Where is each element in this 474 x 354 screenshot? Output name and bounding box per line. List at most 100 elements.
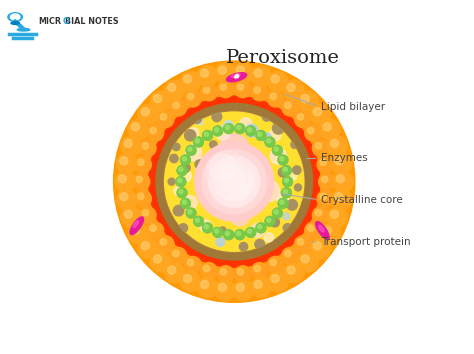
Circle shape: [181, 199, 191, 208]
Circle shape: [262, 112, 271, 121]
Ellipse shape: [130, 217, 144, 235]
Circle shape: [251, 66, 271, 86]
Circle shape: [196, 157, 217, 178]
Circle shape: [209, 154, 237, 182]
Circle shape: [137, 159, 144, 166]
Circle shape: [271, 275, 279, 283]
Circle shape: [235, 230, 245, 240]
Circle shape: [267, 139, 271, 143]
Circle shape: [173, 102, 179, 109]
Circle shape: [183, 75, 191, 83]
Circle shape: [147, 222, 164, 239]
Circle shape: [226, 125, 229, 130]
Circle shape: [177, 188, 187, 198]
Circle shape: [233, 63, 254, 83]
Circle shape: [274, 147, 278, 151]
Circle shape: [256, 223, 266, 233]
Circle shape: [181, 155, 191, 165]
Circle shape: [177, 166, 187, 176]
Circle shape: [320, 120, 340, 140]
Circle shape: [120, 193, 128, 201]
Circle shape: [177, 188, 187, 198]
Circle shape: [164, 263, 185, 283]
Circle shape: [213, 228, 223, 237]
Circle shape: [220, 268, 227, 275]
Circle shape: [291, 141, 298, 148]
Text: Crystalline core: Crystalline core: [281, 194, 403, 205]
Circle shape: [201, 69, 209, 77]
Circle shape: [150, 225, 156, 232]
Circle shape: [246, 126, 255, 136]
Circle shape: [217, 81, 234, 98]
Circle shape: [265, 216, 275, 226]
Circle shape: [182, 157, 186, 161]
Circle shape: [224, 230, 234, 240]
Circle shape: [213, 126, 223, 136]
Circle shape: [179, 189, 183, 194]
Circle shape: [141, 108, 149, 116]
Circle shape: [215, 128, 219, 132]
Circle shape: [242, 155, 249, 162]
Circle shape: [235, 266, 251, 282]
Circle shape: [216, 126, 229, 140]
Circle shape: [273, 208, 282, 218]
Circle shape: [170, 154, 178, 162]
Circle shape: [186, 145, 196, 155]
Text: Lipid bilayer: Lipid bilayer: [285, 95, 385, 113]
Circle shape: [262, 133, 271, 142]
Circle shape: [139, 140, 156, 156]
Circle shape: [268, 72, 288, 92]
Circle shape: [287, 266, 295, 274]
Circle shape: [188, 210, 192, 214]
Circle shape: [312, 140, 329, 156]
Circle shape: [317, 190, 334, 207]
Circle shape: [201, 84, 217, 101]
Circle shape: [195, 160, 204, 169]
Circle shape: [278, 168, 288, 177]
Circle shape: [147, 125, 164, 141]
Circle shape: [203, 131, 212, 140]
Circle shape: [308, 225, 314, 232]
Circle shape: [193, 115, 201, 124]
Circle shape: [312, 207, 329, 223]
Circle shape: [188, 210, 192, 214]
Ellipse shape: [8, 13, 22, 21]
Circle shape: [236, 283, 245, 291]
Circle shape: [288, 171, 297, 181]
Circle shape: [168, 178, 175, 185]
Circle shape: [283, 263, 304, 283]
Circle shape: [283, 167, 287, 171]
Circle shape: [280, 157, 284, 161]
Circle shape: [245, 124, 258, 137]
Circle shape: [250, 223, 264, 237]
Circle shape: [181, 199, 191, 208]
Circle shape: [254, 280, 262, 289]
Circle shape: [247, 128, 252, 132]
Circle shape: [215, 63, 236, 83]
Circle shape: [133, 173, 150, 190]
Circle shape: [179, 167, 183, 171]
Circle shape: [118, 175, 127, 183]
Circle shape: [154, 95, 162, 103]
Circle shape: [237, 232, 241, 236]
Circle shape: [224, 124, 234, 133]
Circle shape: [284, 178, 289, 183]
Circle shape: [180, 170, 191, 182]
Circle shape: [259, 181, 280, 201]
Circle shape: [150, 91, 171, 112]
Circle shape: [276, 238, 285, 246]
Circle shape: [237, 125, 241, 130]
Circle shape: [310, 239, 330, 259]
Circle shape: [280, 157, 284, 161]
Circle shape: [244, 189, 248, 193]
Circle shape: [178, 178, 182, 183]
Circle shape: [185, 144, 202, 161]
Circle shape: [128, 223, 148, 244]
Circle shape: [236, 74, 239, 78]
Circle shape: [254, 266, 261, 272]
Circle shape: [246, 228, 255, 237]
Circle shape: [323, 227, 331, 235]
Circle shape: [297, 239, 304, 245]
Circle shape: [305, 222, 321, 239]
Wedge shape: [149, 96, 319, 267]
